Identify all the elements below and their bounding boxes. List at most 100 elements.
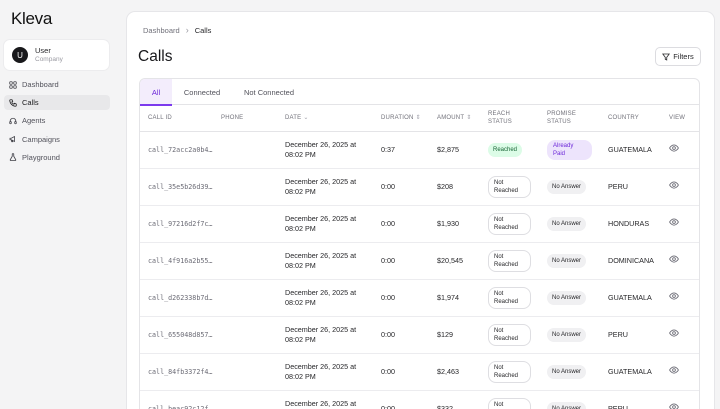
view-button[interactable] <box>669 329 679 340</box>
country-cell: HONDURAS <box>608 205 669 243</box>
user-card[interactable]: U User Company <box>4 40 109 70</box>
reach-status-text: Not <box>494 216 504 223</box>
call-id-cell[interactable]: call_35e5b26d39… <box>140 168 221 206</box>
promise-status-text: No Answer <box>552 183 582 190</box>
col-duration-label: DURATION <box>381 114 414 121</box>
col-call-id[interactable]: CALL ID <box>140 105 221 132</box>
sidebar-item-agents[interactable]: Agents <box>4 113 110 128</box>
col-amount-label: AMOUNT <box>437 114 465 121</box>
tab-not-connected[interactable]: Not Connected <box>243 87 295 97</box>
table-row[interactable]: call_4f916a2b55… December 26, 2025 at 08:0… <box>140 242 699 280</box>
view-cell[interactable] <box>669 316 699 354</box>
call-id-cell[interactable]: call_72acc2a0b4… <box>140 131 221 169</box>
call-id-cell[interactable]: call_655048d857… <box>140 316 221 354</box>
amount-cell: $20,545 <box>437 242 488 280</box>
call-id-cell[interactable]: call_97216d2f7c… <box>140 205 221 243</box>
col-date[interactable]: DATE ⌄ <box>285 105 381 132</box>
tab-connected[interactable]: Connected <box>183 87 221 97</box>
view-button[interactable] <box>669 403 679 409</box>
view-cell[interactable] <box>669 279 699 317</box>
tab-bar: All Connected Not Connected <box>140 79 699 106</box>
col-country[interactable]: COUNTRY <box>608 105 669 132</box>
col-date-label: DATE <box>285 114 302 121</box>
view-cell[interactable] <box>669 168 699 206</box>
table-row[interactable]: call_97216d2f7c… December 26, 2025 at 08:0… <box>140 205 699 243</box>
table-row[interactable]: call_beac92c12f… December 26, 2025 at08:0… <box>140 390 699 409</box>
table-row[interactable]: call_72acc2a0b4… December 26, 2025 at 08:0… <box>140 131 699 169</box>
eye-icon <box>669 218 679 226</box>
view-cell[interactable] <box>669 353 699 391</box>
chevron-right-icon: › <box>185 25 189 35</box>
view-cell[interactable] <box>669 131 699 169</box>
date-text: December 26, 2025 at <box>285 139 357 149</box>
date-text: December 26, 2025 at <box>285 398 357 408</box>
amount-cell: $208 <box>437 168 488 206</box>
table-row[interactable]: call_655048d857… December 26, 2025 at 08:0… <box>140 316 699 354</box>
view-button[interactable] <box>669 144 679 155</box>
country-cell: GUATEMALA <box>608 353 669 391</box>
table-row[interactable]: call_35e5b26d39… December 26, 2025 at 08:0… <box>140 168 699 206</box>
col-amount[interactable]: AMOUNT ⇕ <box>437 105 488 132</box>
call-id-cell[interactable]: call_beac92c12f… <box>140 390 221 409</box>
sidebar-item-playground[interactable]: Playground <box>4 150 110 165</box>
amount-cell: $2,875 <box>437 131 488 169</box>
view-button[interactable] <box>669 181 679 192</box>
filters-button[interactable]: Filters <box>655 47 701 66</box>
amount-cell: $332 <box>437 390 488 409</box>
phone-cell <box>221 390 285 409</box>
col-reach-label-1: REACH <box>488 110 511 117</box>
breadcrumb-dashboard-link[interactable]: Dashboard <box>143 25 180 35</box>
sidebar-item-label: Agents <box>22 116 46 126</box>
reach-status-text: Not <box>494 253 504 260</box>
sort-desc-icon: ⌄ <box>303 114 309 121</box>
time-text: 08:02 PM <box>285 334 316 344</box>
view-cell[interactable] <box>669 205 699 243</box>
breadcrumb-current: Calls <box>194 25 212 35</box>
call-id-cell[interactable]: call_d262338b7d… <box>140 279 221 317</box>
view-button[interactable] <box>669 292 679 303</box>
promise-status-badge: No Answer <box>547 253 587 268</box>
amount-cell: $129 <box>437 316 488 354</box>
sidebar-item-dashboard[interactable]: Dashboard <box>4 77 110 92</box>
col-promise-status[interactable]: PROMISE STATUS <box>547 105 608 132</box>
reach-status-text-2: Reached <box>494 372 519 379</box>
time-text: 08:02 PM <box>285 260 316 270</box>
sidebar-item-label: Campaigns <box>22 134 60 144</box>
view-cell[interactable] <box>669 242 699 280</box>
promise-status-cell: No Answer <box>547 316 608 354</box>
sidebar-item-label: Dashboard <box>22 80 59 89</box>
tab-all[interactable]: All <box>140 79 172 106</box>
phone-cell <box>221 168 285 206</box>
call-id-cell[interactable]: call_84fb3372f4… <box>140 353 221 391</box>
table-row[interactable]: call_84fb3372f4… December 26, 2025 at 08:0… <box>140 353 699 391</box>
phone-cell <box>221 316 285 354</box>
duration-cell: 0:00 <box>381 390 437 409</box>
sidebar-item-label: Playground <box>22 152 60 162</box>
promise-status-cell: No Answer <box>547 168 608 206</box>
amount-cell: $1,974 <box>437 279 488 317</box>
sidebar-item-campaigns[interactable]: Campaigns <box>4 132 110 147</box>
country-cell: GUATEMALA <box>608 279 669 317</box>
phone-cell <box>221 205 285 243</box>
grid-icon <box>9 80 17 89</box>
date-text: December 26, 2025 at <box>285 361 357 371</box>
country-cell: DOMINICANA <box>608 242 669 280</box>
app-logo: Kleva <box>11 9 53 28</box>
view-button[interactable] <box>669 218 679 229</box>
country-cell: PERU <box>608 390 669 409</box>
col-phone[interactable]: PHONE <box>221 105 285 132</box>
duration-cell: 0:00 <box>381 279 437 317</box>
col-reach-status[interactable]: REACH STATUS <box>488 105 547 132</box>
col-duration[interactable]: DURATION ⇕ <box>381 105 437 132</box>
view-cell[interactable] <box>669 390 699 409</box>
view-button[interactable] <box>669 366 679 377</box>
call-id-cell[interactable]: call_4f916a2b55… <box>140 242 221 280</box>
table-row[interactable]: call_d262338b7d… December 26, 2025 at 08:0… <box>140 279 699 317</box>
sidebar-item-calls[interactable]: Calls <box>4 95 110 111</box>
promise-status-text: Already <box>553 142 574 149</box>
view-button[interactable] <box>669 255 679 266</box>
